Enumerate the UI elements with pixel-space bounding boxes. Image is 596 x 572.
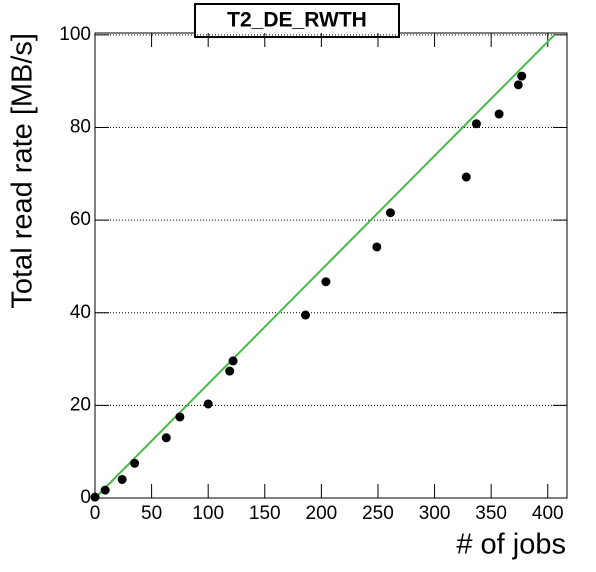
data-point	[461, 172, 471, 182]
y-tick-label: 100	[59, 24, 91, 45]
data-point	[513, 80, 523, 90]
x-tick-label: 150	[249, 503, 281, 524]
data-point	[301, 310, 311, 320]
data-point	[117, 474, 127, 484]
data-point	[228, 356, 238, 366]
data-point	[385, 208, 395, 218]
x-axis-title: # of jobs	[456, 529, 566, 561]
y-tick-label: 60	[70, 209, 91, 230]
chart-title: T2_DE_RWTH	[227, 9, 367, 32]
data-point	[494, 109, 504, 119]
data-point	[161, 433, 171, 443]
data-point	[90, 492, 100, 502]
y-tick-label: 0	[80, 487, 91, 508]
x-tick-label: 200	[306, 503, 338, 524]
x-tick-label: 350	[475, 503, 507, 524]
x-tick-label: 300	[419, 503, 451, 524]
data-point	[225, 366, 235, 376]
data-point	[517, 71, 527, 81]
data-point	[321, 277, 331, 287]
data-point	[100, 485, 110, 495]
x-tick-label: 100	[192, 503, 224, 524]
data-point	[372, 242, 382, 252]
x-tick-label: 50	[141, 503, 162, 524]
data-point	[130, 458, 140, 468]
y-axis-title: Total read rate [MB/s]	[7, 33, 39, 309]
x-tick-label: 400	[532, 503, 564, 524]
title-box	[194, 3, 400, 38]
fit-line	[94, 34, 556, 499]
plot-frame	[94, 32, 568, 499]
data-point	[203, 399, 213, 409]
data-point	[471, 119, 481, 129]
y-tick-label: 20	[70, 394, 91, 415]
data-point	[175, 412, 185, 422]
x-tick-label: 250	[362, 503, 394, 524]
y-tick-label: 80	[70, 116, 91, 137]
x-tick-label: 0	[90, 503, 101, 524]
y-tick-label: 40	[70, 302, 91, 323]
